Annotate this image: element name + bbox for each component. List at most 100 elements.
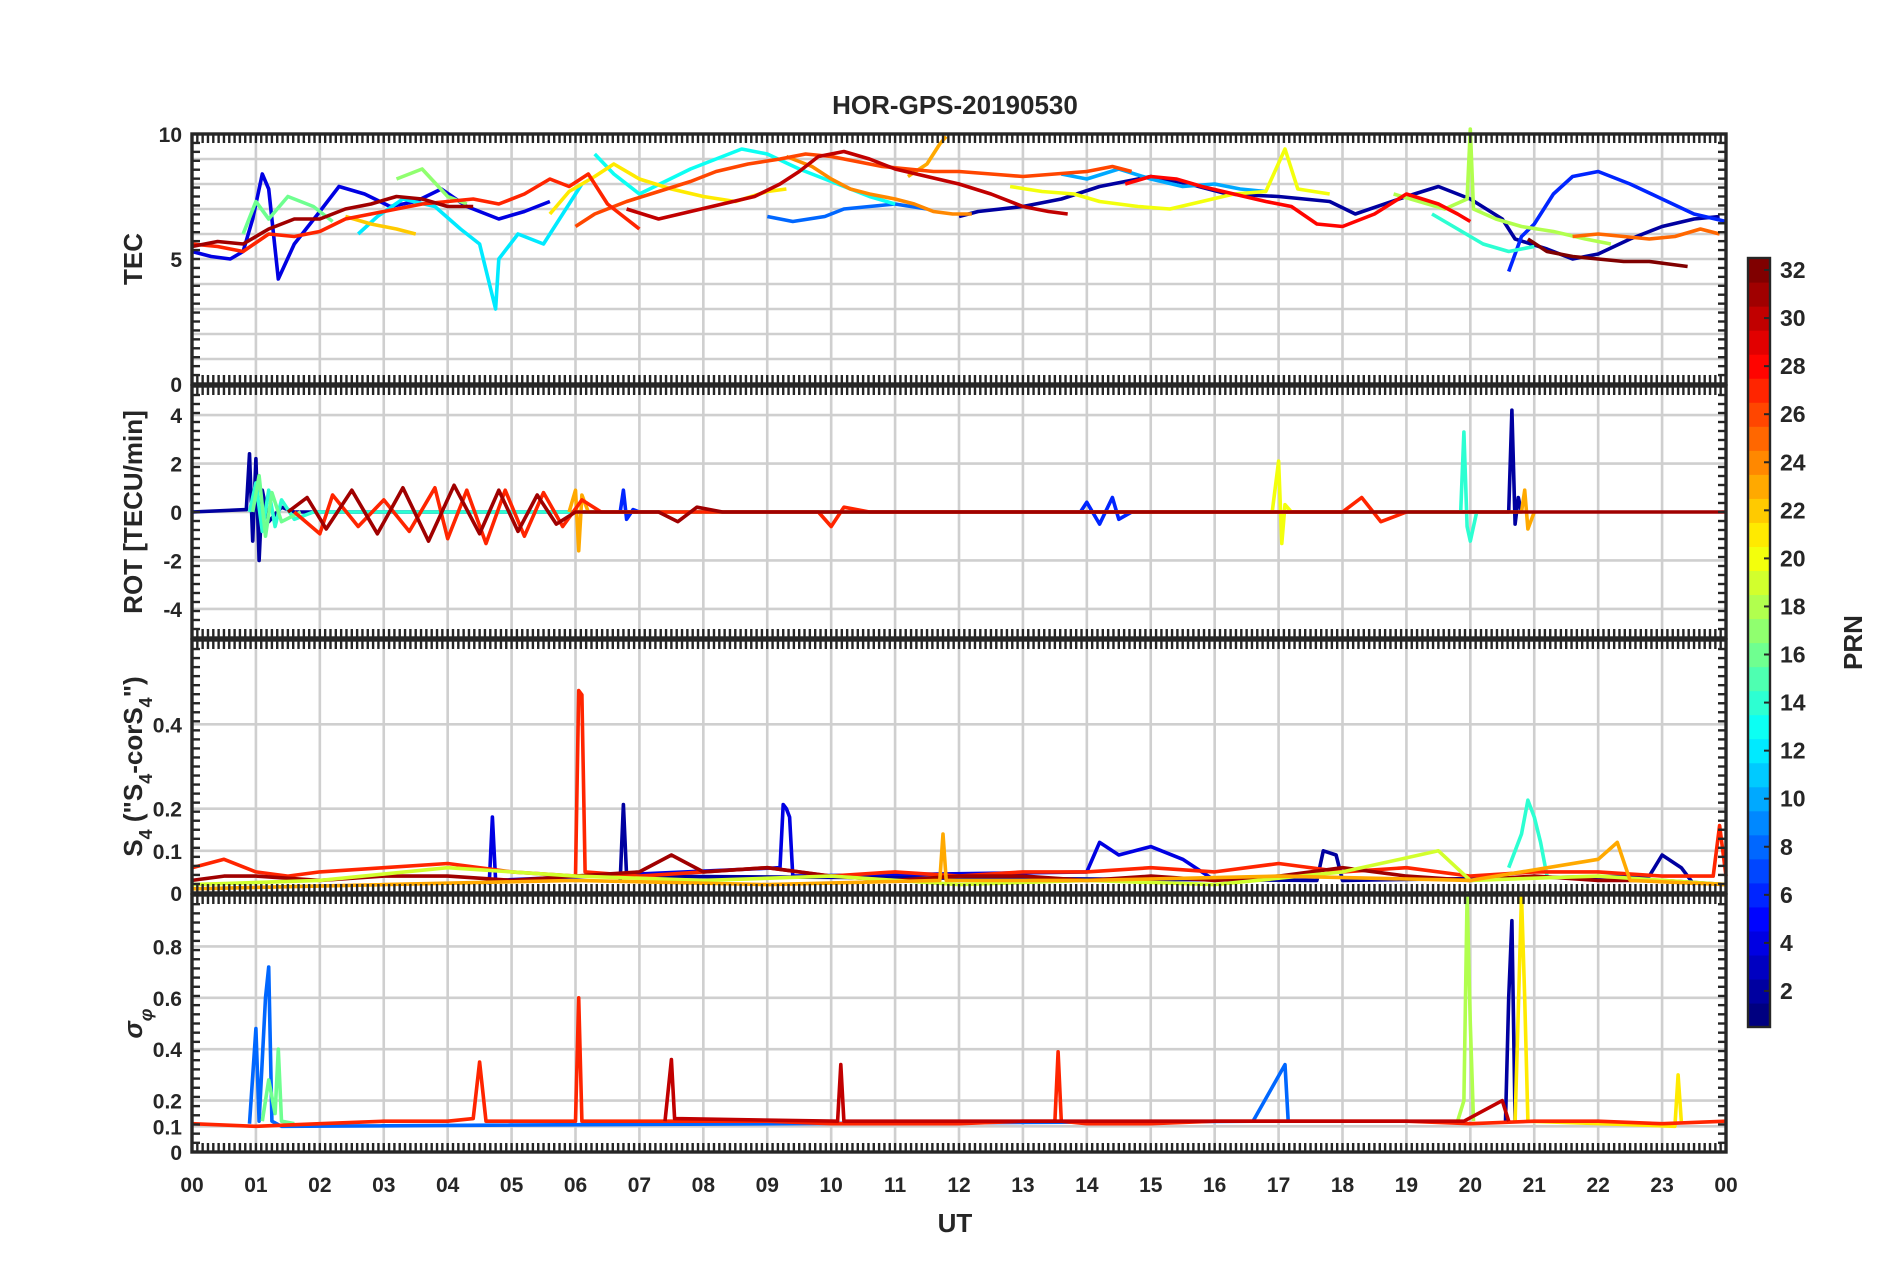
panel-sigma: 0 0.10.2 0.4 0.6 0.8 σφ [118,893,1728,1165]
y-tick-label: 0 [170,502,182,525]
x-tick-label: 11 [884,1174,907,1197]
x-tick-label: 06 [564,1174,587,1197]
colorbar-band [1748,570,1770,596]
colorbar-band [1748,930,1770,956]
colorbar-band [1748,522,1770,547]
series-prn-24 [785,154,972,216]
x-tick-label: 00 [1714,1174,1737,1197]
y-tick-label: 0 [170,883,182,906]
series-prn-30 [626,149,1068,221]
colorbar-tick-label: 6 [1780,882,1793,908]
colorbar-band [1748,738,1770,764]
colorbar-band [1748,762,1770,788]
series-prn-8 [247,965,1290,1129]
y-tick-label: 0.1 [153,841,183,864]
series-prn-2 [618,802,1696,886]
x-tick-label: 03 [372,1174,395,1197]
panel-rot: -4 -2 0 2 4 ROT [TECU/min] [118,384,1728,640]
colorbar-band [1748,354,1770,379]
chart-title: HOR-GPS-20190530 [832,90,1078,120]
series-prn-16 [260,1047,295,1126]
colorbar-tick-label: 12 [1780,738,1806,764]
y-tick-label: 0.2 [153,799,182,822]
colorbar-band [1748,618,1770,644]
x-tick-label: 04 [436,1174,460,1197]
panel-s4-frame [190,638,1728,895]
colorbar-tick-label: 26 [1780,401,1806,427]
x-tick-label: 10 [819,1174,842,1197]
colorbar-band [1748,978,1770,1004]
y-tick-label: 0 [170,1142,182,1165]
series-prn-14 [1507,798,1549,877]
x-tick-label: 22 [1586,1174,1609,1197]
colorbar-band [1748,474,1770,499]
series-prn-22 [344,214,417,236]
colorbar-band [1748,594,1770,620]
panel-tec: 0 5 10 TEC [118,124,1728,397]
series-prn-16 [250,473,302,538]
x-tick-label: 19 [1395,1174,1418,1197]
colorbar-band [1748,426,1770,451]
x-tick-label: 00 [180,1174,203,1197]
y-tick-label: 0.2 [153,1091,182,1114]
x-tick-label: 21 [1523,1174,1547,1197]
series-prn-6 [1507,169,1727,273]
x-tick-label: 14 [1075,1174,1099,1197]
x-tick-label: 16 [1203,1174,1226,1197]
colorbar-tick-label: 8 [1780,834,1793,860]
x-tick-label: 08 [692,1174,716,1197]
series-prn-14 [247,430,1479,543]
series-prn-32 [1526,237,1688,269]
series-prn-14 [1431,212,1535,254]
x-tick-label: 20 [1459,1174,1482,1197]
colorbar-band [1748,954,1770,980]
colorbar-band [1748,906,1770,932]
colorbar-tick-label: 20 [1780,545,1806,571]
colorbar-band [1748,666,1770,692]
panel-s4: 0 0.1 0.2 0.4S4 ("S4-corS4") [118,638,1728,906]
colorbar-band [1748,402,1770,427]
colorbar-band [1748,450,1770,475]
colorbar-tick-label: 16 [1780,642,1806,668]
colorbar-tick-label: 32 [1780,257,1806,283]
colorbar-tick-label: 24 [1780,449,1806,475]
series-prn-26 [574,152,1133,229]
colorbar-band [1748,330,1770,355]
series-prn-31 [286,483,1726,543]
colorbar-band [1748,378,1770,403]
y-tick-label: 10 [159,124,182,147]
colorbar-tick-label: 14 [1780,690,1806,716]
x-tick-label: 01 [244,1174,268,1197]
series-prn-19 [191,849,1727,887]
y-axis-label-rot: ROT [TECU/min] [118,410,148,614]
y-tick-label: 0.8 [153,936,183,959]
panel-rot-frame [190,384,1728,640]
panel-tec-frame [190,132,1728,386]
x-tick-label: 12 [947,1174,970,1197]
series-prn-2 [1503,918,1517,1122]
y-tick-label: 4 [170,405,182,428]
series-prn-18 [1393,127,1612,246]
y-axis-label-sigma: σφ [118,1008,156,1038]
y-tick-label: 0.4 [153,1039,183,1062]
series-prn-12 [356,183,584,311]
colorbar-band [1748,282,1770,307]
x-axis-label: UT [938,1208,973,1238]
colorbar-tick-label: 10 [1780,786,1806,812]
x-tick-label: 13 [1011,1174,1034,1197]
series-prn-23 [191,832,1727,891]
y-tick-label: -4 [163,599,182,622]
panel-sigma-frame [190,893,1728,1154]
series-prn-20 [1009,147,1330,211]
colorbar-tick-label: 28 [1780,353,1806,379]
colorbar-band [1748,690,1770,716]
colorbar-label: PRN [1838,615,1868,670]
colorbar-band [1748,810,1770,836]
colorbar-band [1748,786,1770,812]
colorbar-tick-label: 30 [1780,305,1806,331]
y-tick-label: 0.1 [153,1116,183,1139]
series-prn-31 [191,194,474,249]
colorbar-band [1748,498,1770,523]
